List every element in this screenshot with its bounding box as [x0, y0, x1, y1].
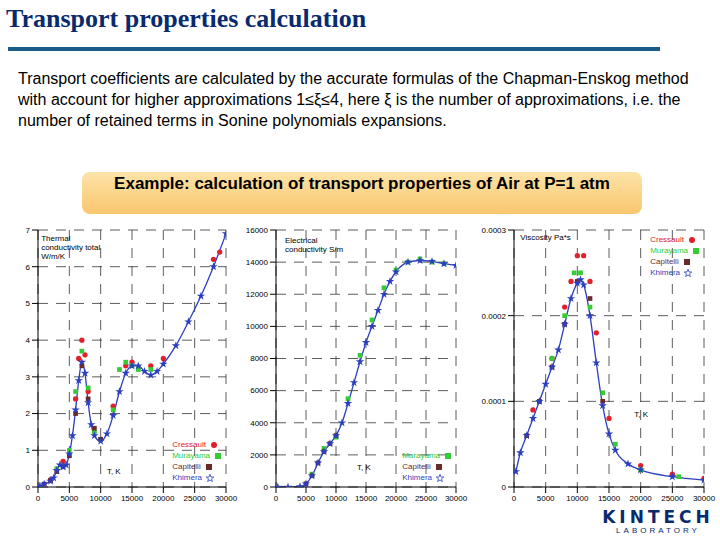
svg-text:15000: 15000 — [121, 494, 144, 503]
html-text:T, K: T, K — [106, 466, 121, 476]
html-text:Viscosity Pa*s: Viscosity Pa*s — [520, 233, 571, 243]
svg-text:2: 2 — [26, 409, 31, 418]
html-text:Murayama: Murayama — [650, 246, 688, 255]
html-text:Example: calculation of transp: Example: calculation of transport proper… — [114, 174, 610, 193]
svg-text:5000: 5000 — [297, 494, 315, 503]
svg-text:30000: 30000 — [693, 494, 712, 503]
svg-text:25000: 25000 — [415, 494, 438, 503]
svg-text:2000: 2000 — [250, 451, 268, 460]
svg-text:5000: 5000 — [537, 494, 555, 503]
html-text:Murayama: Murayama — [172, 451, 210, 460]
svg-text:10000: 10000 — [325, 494, 348, 503]
svg-text:5000: 5000 — [60, 494, 78, 503]
html-text:Khimera: Khimera — [402, 473, 432, 482]
svg-text:0: 0 — [512, 494, 517, 503]
html-text:Khimera: Khimera — [650, 268, 680, 277]
svg-text:30000: 30000 — [215, 494, 238, 503]
svg-text:0: 0 — [36, 494, 41, 503]
html-text:Capitelli: Capitelli — [650, 257, 679, 266]
svg-text:20000: 20000 — [630, 494, 653, 503]
html-text:KINTECH: KINTECH — [602, 507, 714, 527]
svg-text:20000: 20000 — [152, 494, 175, 503]
svg-text:25000: 25000 — [661, 494, 684, 503]
html-text:Murayama: Murayama — [402, 451, 440, 460]
html-text:Capitelli: Capitelli — [402, 462, 431, 471]
html-text:Cressault: Cressault — [172, 440, 206, 449]
svg-text:0.0003: 0.0003 — [482, 226, 507, 235]
html-text:Electrical conductivity S/m: Electrical conductivity S/m — [285, 236, 344, 255]
svg-text:10000: 10000 — [246, 322, 269, 331]
svg-text:3: 3 — [26, 373, 31, 382]
svg-text:6000: 6000 — [250, 386, 268, 395]
svg-text:0.0001: 0.0001 — [482, 397, 507, 406]
svg-text:12000: 12000 — [246, 290, 269, 299]
html-text:Thermal conductivity total W/m: Thermal conductivity total W/m/K — [41, 233, 101, 261]
html-text:Transport coefficients are cal: Transport coefficients are calculated by… — [18, 70, 689, 129]
svg-text:15000: 15000 — [355, 494, 378, 503]
html-text:T, K: T, K — [634, 409, 649, 419]
svg-text:10000: 10000 — [90, 494, 113, 503]
svg-text:10000: 10000 — [566, 494, 589, 503]
svg-text:4000: 4000 — [250, 419, 268, 428]
svg-text:20000: 20000 — [385, 494, 408, 503]
svg-text:5: 5 — [26, 299, 31, 308]
svg-text:0: 0 — [26, 483, 31, 492]
svg-text:15000: 15000 — [598, 494, 621, 503]
html-text:Cressault: Cressault — [650, 235, 684, 244]
html-text:Khimera: Khimera — [172, 473, 202, 482]
svg-text:16000: 16000 — [246, 226, 269, 235]
html-text:LABORATORY: LABORATORY — [616, 526, 700, 535]
svg-text:0: 0 — [264, 483, 269, 492]
svg-text:0: 0 — [502, 483, 507, 492]
svg-text:1: 1 — [26, 446, 31, 455]
svg-text:0.0002: 0.0002 — [482, 312, 507, 321]
html-text:T, K: T, K — [357, 462, 371, 472]
svg-text:30000: 30000 — [445, 494, 468, 503]
svg-text:0: 0 — [274, 494, 279, 503]
svg-text:6: 6 — [26, 263, 31, 272]
html-text:Capitelli: Capitelli — [172, 462, 201, 471]
svg-text:8000: 8000 — [250, 354, 268, 363]
svg-text:25000: 25000 — [184, 494, 207, 503]
svg-text:4: 4 — [26, 336, 31, 345]
svg-text:7: 7 — [26, 226, 31, 235]
html-text:Transport properties calculati: Transport properties calculation — [6, 4, 367, 33]
svg-text:14000: 14000 — [246, 258, 269, 267]
